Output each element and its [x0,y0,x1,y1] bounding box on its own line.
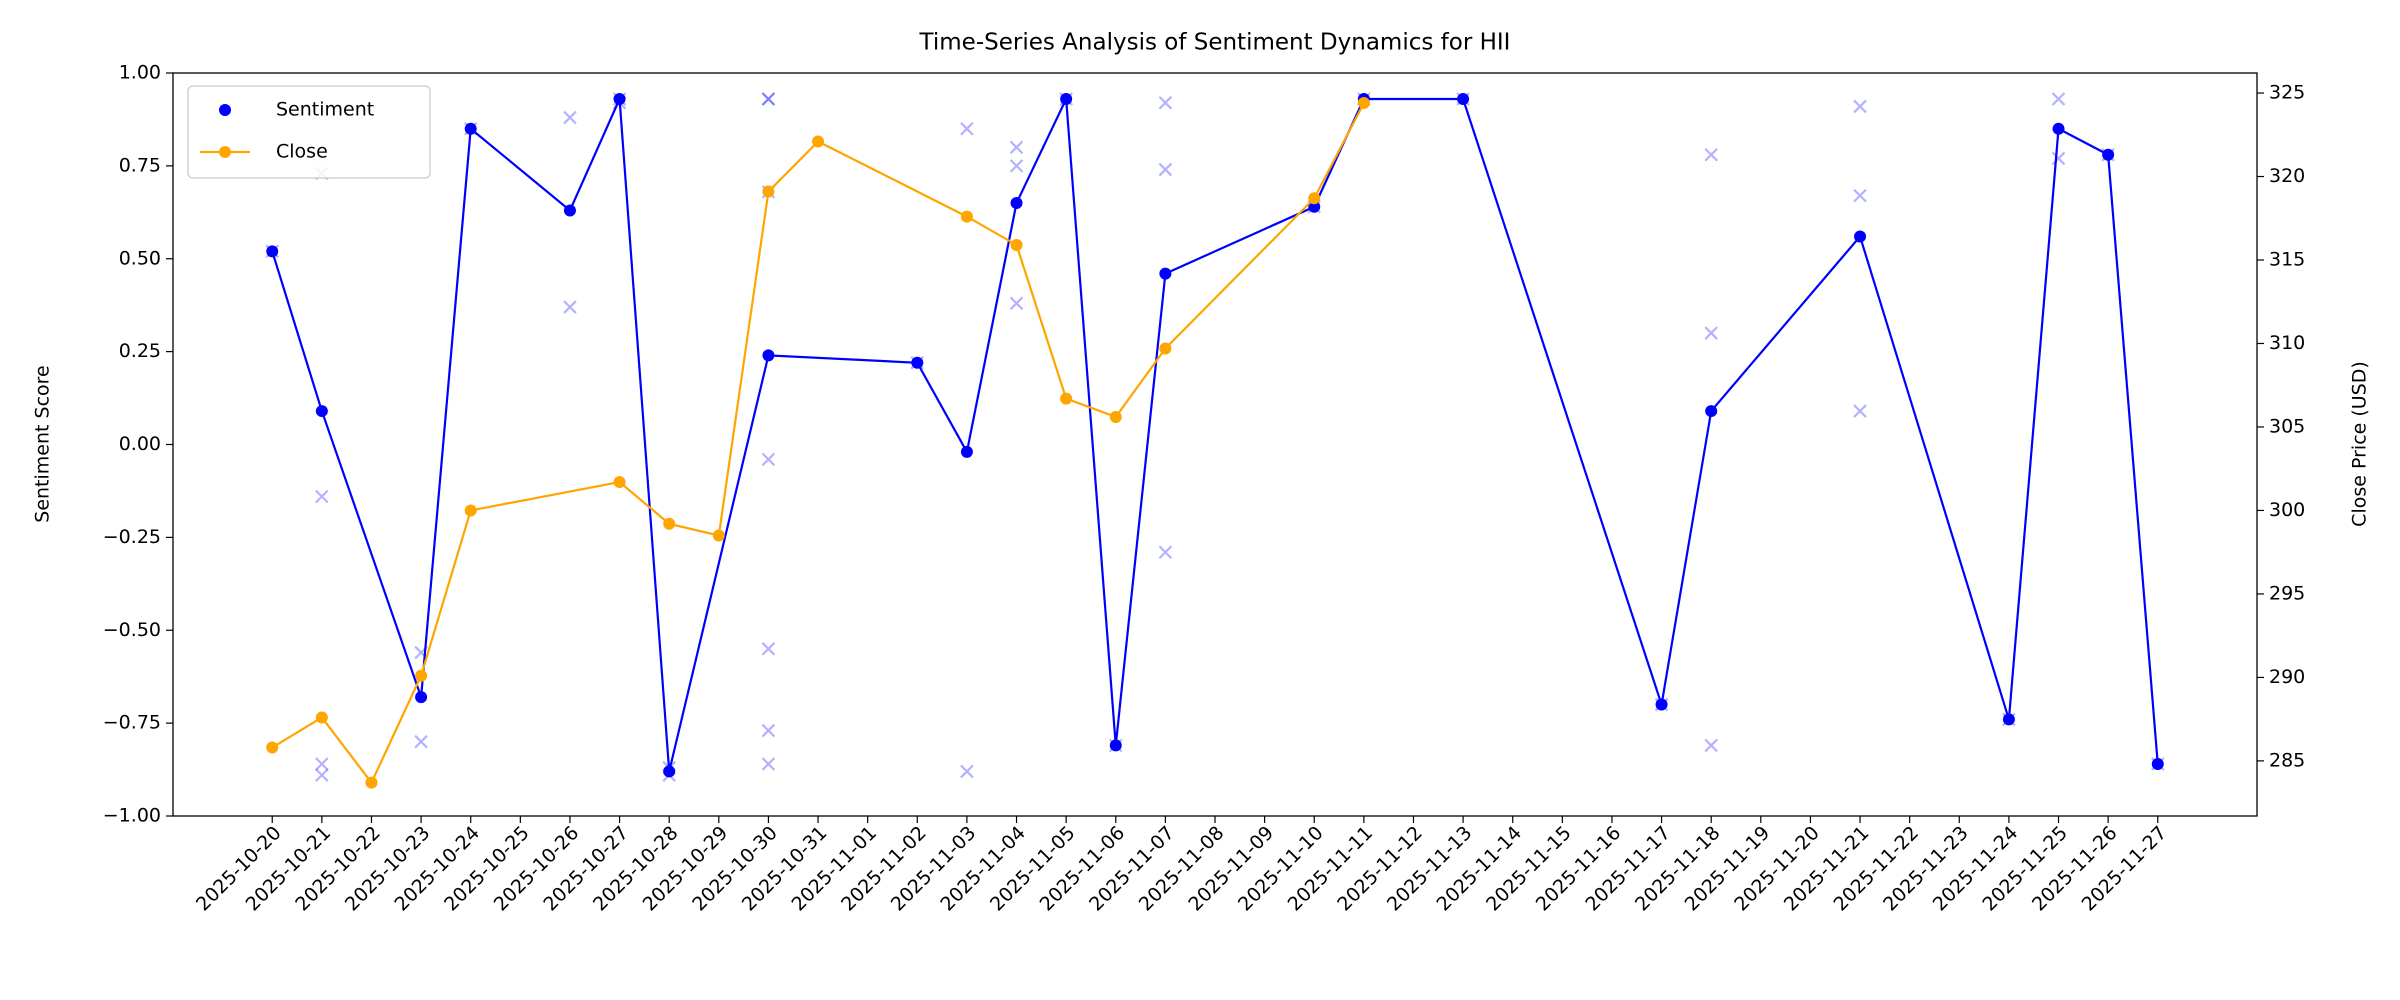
sentiment-point [1853,404,1867,418]
series-dot [2102,148,2115,161]
legend-marker [219,146,231,158]
series-dot [663,765,676,778]
series-dot [315,405,328,418]
sentiment-point [960,121,974,136]
legend-label: Sentiment [276,99,374,121]
series-dot [365,776,378,789]
series-dot [1159,267,1172,280]
sentiment-point [315,768,329,782]
sentiment-point [414,734,428,749]
series-dot [1159,342,1172,355]
series-dot [1854,230,1867,243]
series-dot [712,529,725,542]
series-dot [415,669,428,682]
sentiment-point [1853,188,1867,203]
sentiment-point [563,110,577,125]
series-dot [266,741,279,754]
sentiment-point [960,764,974,779]
series-dot [2151,757,2164,770]
y-tick-label: 0.50 [119,247,161,269]
sentiment-point [1158,162,1173,177]
y-tick-label: −0.50 [103,619,161,641]
series-dot [1308,192,1321,205]
sentiment-point [1009,159,1024,173]
series-dot [911,356,924,369]
series-line [271,102,1365,785]
y2-tick-label: 295 [2269,582,2305,604]
series-dot [2052,122,2065,135]
series-dot [1060,93,1073,106]
series-dot [960,445,973,458]
y2-tick-label: 300 [2269,499,2305,521]
series-line [271,94,2159,772]
sentiment-point [2051,92,2066,106]
sentiment-point [315,489,329,504]
series-dot [266,245,279,258]
sentiment-point [761,642,776,656]
series-dot [1655,698,1668,711]
series-dot [1060,392,1073,405]
series-dot [415,691,428,704]
series-dot [315,711,328,724]
series-dot [2002,713,2015,726]
series-dot [1010,197,1023,210]
legend-box [187,85,431,179]
sentiment-point [1704,147,1718,162]
series-dot [1308,200,1321,213]
series-dot [762,185,775,198]
sentiment-point [761,452,776,467]
series-dot [960,210,973,223]
y2-tick-label: 315 [2269,249,2305,271]
y2-tick-label: 290 [2269,666,2305,688]
plot-frame [172,72,2258,817]
sentiment-point [761,92,776,106]
sentiment-point [1704,738,1718,753]
series-dot [563,204,576,217]
series-dot [613,476,626,489]
series-dot [663,517,676,530]
y2-axis-label: Close Price (USD) [2349,361,2371,527]
y-tick-label: 0.00 [119,433,161,455]
series-dot [1010,238,1023,251]
series-dot [1457,93,1470,106]
sentiment-point [1009,296,1024,311]
legend-label: Close [276,141,328,163]
chart-title: Time-Series Analysis of Sentiment Dynami… [919,30,1511,56]
y-tick-label: −0.25 [103,526,161,548]
series-dot [464,504,477,517]
sentiment-point [2051,151,2066,166]
sentiment-point [761,92,776,106]
sentiment-point [1853,99,1867,114]
y2-tick-label: 285 [2269,749,2305,771]
y2-tick-label: 325 [2269,82,2305,104]
y-tick-label: 1.00 [119,62,161,84]
y-tick-label: 0.25 [119,340,161,362]
series-dot [1109,410,1122,423]
series-dot [762,349,775,362]
series-dot [1109,739,1122,752]
sentiment-point [1704,326,1718,340]
legend-marker [219,104,231,116]
y2-tick-label: 320 [2269,165,2305,187]
y-tick-label: −0.75 [103,712,161,734]
sentiment-point [1158,545,1173,560]
sentiment-point [315,757,329,771]
sentiment-point [761,757,776,771]
sentiment-point [563,300,577,314]
series-dot [613,93,626,106]
series-dot [464,122,477,135]
y2-tick-label: 310 [2269,332,2305,354]
sentiment-point [1158,95,1173,110]
sentiment-point [761,723,776,738]
sentiment-point [1009,140,1024,155]
series-dot [812,135,825,148]
series-dot [1705,405,1718,418]
y-tick-label: 0.75 [119,154,161,176]
series-dot [1357,97,1370,110]
y-tick-label: −1.00 [103,805,161,827]
y2-tick-label: 305 [2269,415,2305,437]
y-axis-label: Sentiment Score [32,365,54,522]
